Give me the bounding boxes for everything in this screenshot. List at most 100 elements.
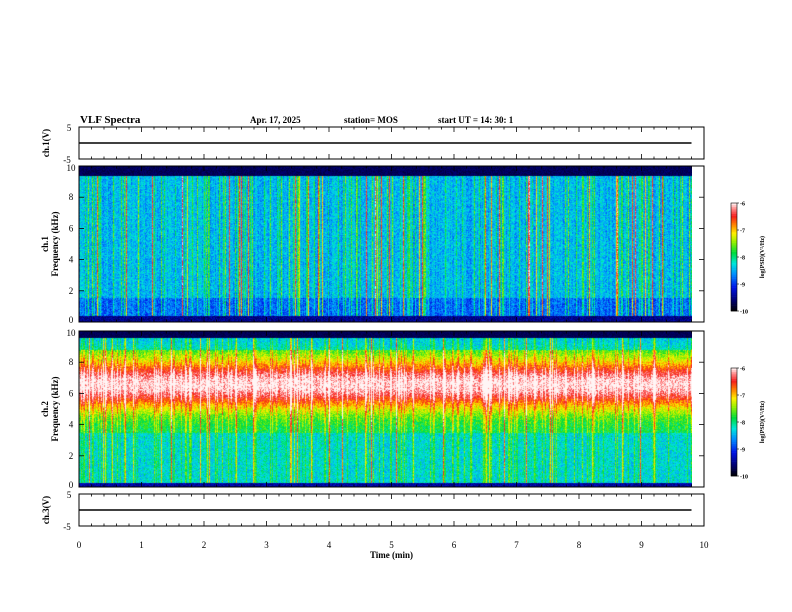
- colorbar-segment: [731, 377, 737, 380]
- y-tick-label: 5: [67, 490, 72, 500]
- x-axis-label: Time (min): [370, 550, 413, 560]
- colorbar-segment: [731, 260, 737, 263]
- colorbar-segment: [731, 373, 737, 376]
- colorbar-segment: [731, 203, 737, 206]
- colorbar-segment: [731, 280, 737, 283]
- colorbar-segment: [731, 294, 737, 297]
- y-tick-label: 4: [69, 420, 74, 430]
- colorbar-segment: [731, 204, 737, 207]
- colorbar-segment: [731, 249, 737, 252]
- colorbar-tick-label: -7: [740, 229, 745, 235]
- colorbar-segment: [731, 384, 737, 387]
- colorbar-segment: [731, 210, 737, 213]
- ch1-waveform-panel: 5 -5 ch.1(V): [41, 123, 705, 165]
- colorbar-segment: [731, 221, 737, 224]
- colorbar-segment: [731, 231, 737, 234]
- colorbar-segment: [731, 307, 737, 310]
- colorbar-segment: [731, 305, 737, 308]
- colorbar-segment: [731, 269, 737, 272]
- colorbar-segment: [731, 391, 737, 394]
- colorbar-segment: [731, 389, 737, 392]
- colorbar-segment: [731, 371, 737, 374]
- colorbar-segment: [731, 253, 737, 256]
- colorbar-segment: [731, 300, 737, 303]
- colorbar-segment: [731, 456, 737, 459]
- colorbar-tick-label: -8: [740, 256, 745, 262]
- colorbar-segment: [731, 440, 737, 443]
- start-time-label: start UT = 14: 30: 1: [438, 115, 514, 125]
- colorbar-segment: [731, 278, 737, 281]
- colorbar-tick-label: -6: [740, 367, 745, 373]
- x-tick-label: 2: [202, 540, 207, 550]
- colorbar-segment: [731, 293, 737, 296]
- colorbar-segment: [731, 309, 737, 312]
- colorbar-segment: [731, 454, 737, 457]
- colorbar-tick-label: -9: [740, 283, 745, 289]
- colorbar-segment: [731, 240, 737, 243]
- colorbar-segment: [731, 271, 737, 274]
- colorbar-segment: [731, 413, 737, 416]
- plot-frame: [78, 330, 705, 488]
- colorbar-segment: [731, 436, 737, 439]
- y-tick-label: 6: [69, 223, 74, 233]
- colorbar-tick-label: -7: [740, 394, 745, 400]
- colorbar-segment: [731, 303, 737, 306]
- colorbar-segment: [731, 285, 737, 288]
- x-tick-label: 6: [452, 540, 457, 550]
- x-tick-label: 3: [264, 540, 269, 550]
- colorbar-segment: [731, 262, 737, 265]
- colorbar-segment: [731, 458, 737, 461]
- x-tick-label: 10: [700, 540, 710, 550]
- colorbar-segment: [731, 235, 737, 238]
- colorbar-segment: [731, 434, 737, 437]
- colorbar-segment: [731, 212, 737, 215]
- y-tick-label: -5: [63, 155, 71, 165]
- colorbar-segment: [731, 219, 737, 222]
- colorbar-tick-label: -9: [740, 448, 745, 454]
- colorbar-segment: [731, 402, 737, 405]
- colorbar-segment: [731, 284, 737, 287]
- colorbar-segment: [731, 287, 737, 290]
- colorbar-segment: [731, 416, 737, 419]
- colorbar-segment: [731, 447, 737, 450]
- colorbar-segment: [731, 459, 737, 462]
- colorbar-segment: [731, 369, 737, 372]
- colorbar-segment: [731, 409, 737, 412]
- y-axis-label: ch.3(V): [41, 496, 51, 524]
- colorbar-segment: [731, 267, 737, 270]
- colorbar-tick-label: -6: [740, 202, 745, 208]
- colorbar-segment: [731, 393, 737, 396]
- ch1-spectrogram-panel: 0 2 4 6 8 10 ch.1 Frequency (kHz): [40, 163, 705, 325]
- colorbar-segment: [731, 242, 737, 245]
- colorbar-segment: [731, 302, 737, 305]
- x-tick-label: 0: [77, 540, 82, 550]
- colorbar-segment: [731, 266, 737, 269]
- colorbar-segment: [731, 396, 737, 399]
- colorbar-segment: [731, 208, 737, 211]
- y-tick-label: 2: [69, 286, 74, 296]
- date-label: Apr. 17, 2025: [250, 115, 301, 125]
- colorbar-segment: [731, 452, 737, 455]
- colorbar-segment: [731, 282, 737, 285]
- colorbar-tick-label: -10: [740, 475, 748, 481]
- colorbar-segment: [731, 425, 737, 428]
- colorbar-segment: [731, 405, 737, 408]
- colorbar-segment: [731, 472, 737, 475]
- colorbar-segment: [731, 474, 737, 477]
- y-tick-label: 10: [67, 328, 77, 338]
- colorbar-segment: [731, 386, 737, 389]
- colorbar-segment: [731, 422, 737, 425]
- colorbar-segment: [731, 291, 737, 294]
- colorbar-segment: [731, 239, 737, 242]
- colorbar-segment: [731, 248, 737, 251]
- colorbar-segment: [731, 224, 737, 227]
- colorbar-segment: [731, 398, 737, 401]
- colorbar-segment: [731, 400, 737, 403]
- colorbar-segment: [731, 468, 737, 471]
- figure-title: VLF Spectra: [80, 114, 141, 126]
- colorbar-segment: [731, 407, 737, 410]
- colorbar-segment: [731, 431, 737, 434]
- colorbar-segment: [731, 289, 737, 292]
- x-tick-label: 1: [139, 540, 144, 550]
- colorbar-segment: [731, 387, 737, 390]
